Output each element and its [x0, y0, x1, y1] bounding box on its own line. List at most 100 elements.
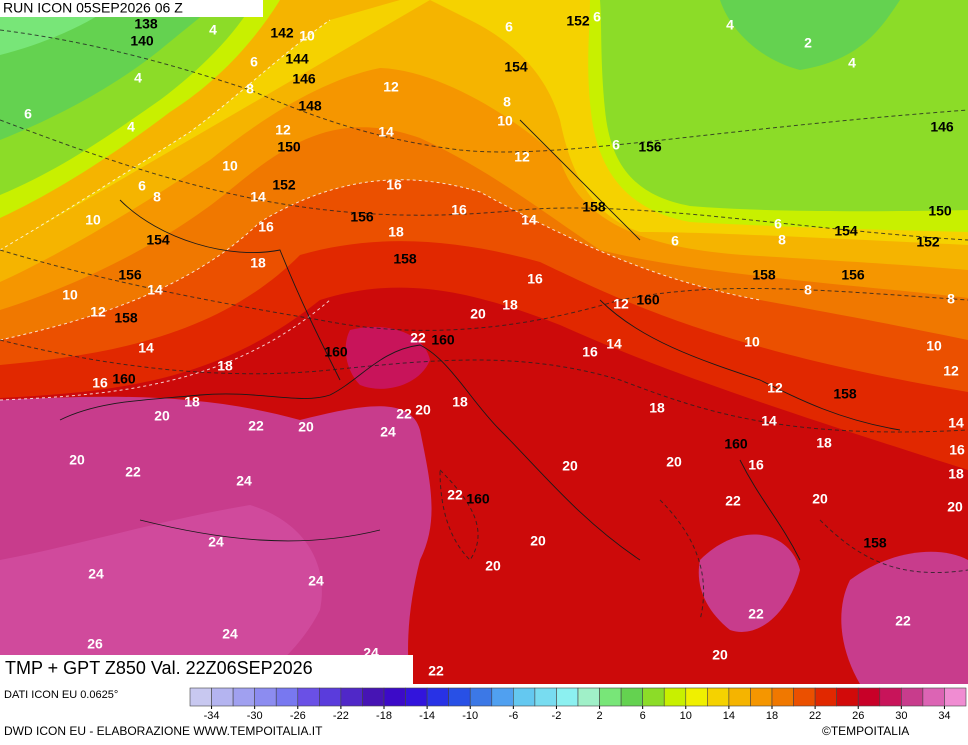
temperature-label: 10: [299, 28, 315, 44]
temperature-label: 10: [85, 212, 101, 228]
temperature-label: 24: [222, 626, 238, 642]
colorbar-tick-label: -2: [552, 710, 562, 722]
map-title: TMP + GPT Z850 Val. 22Z06SEP2026: [5, 658, 313, 678]
temperature-label: 18: [250, 255, 266, 271]
temperature-label: 10: [926, 338, 942, 354]
geopotential-label: 152: [916, 234, 940, 250]
colorbar-tick-label: 22: [809, 710, 821, 722]
temperature-label: 6: [138, 178, 146, 194]
temperature-label: 10: [497, 113, 513, 129]
temperature-label: 6: [671, 233, 679, 249]
color-swatch: [793, 687, 816, 707]
geopotential-label: 160: [112, 371, 136, 387]
temperature-label: 22: [410, 330, 426, 346]
temperature-label: 20: [470, 306, 486, 322]
temperature-label: 26: [87, 636, 103, 652]
temperature-label: 18: [184, 394, 200, 410]
temperature-label: 6: [24, 106, 32, 122]
run-box: [0, 0, 263, 17]
color-swatch: [922, 687, 945, 707]
credit-label: DWD ICON EU - ELABORAZIONE WWW.TEMPOITAL…: [4, 724, 323, 738]
geopotential-label: 158: [863, 535, 887, 551]
color-swatch: [405, 687, 428, 707]
geopotential-label: 160: [724, 436, 748, 452]
temperature-label: 20: [154, 408, 170, 424]
temperature-label: 8: [153, 189, 161, 205]
temperature-label: 14: [948, 415, 964, 431]
temperature-label: 10: [222, 158, 238, 174]
colorbar-tick-label: 30: [895, 710, 907, 722]
temperature-label: 18: [452, 394, 468, 410]
geopotential-label: 152: [566, 13, 590, 29]
geopotential-label: 156: [638, 139, 662, 155]
color-swatch: [707, 687, 730, 707]
temperature-label: 16: [527, 271, 543, 287]
temperature-label: 6: [250, 54, 258, 70]
temperature-label: 14: [250, 189, 266, 205]
geopotential-label: 140: [130, 33, 154, 49]
temperature-label: 20: [530, 533, 546, 549]
color-swatch: [534, 687, 557, 707]
temperature-label: 4: [127, 119, 135, 135]
geopotential-line: [0, 249, 968, 331]
field-24-greece: [698, 534, 800, 632]
geopotential-line: [0, 29, 968, 153]
temperature-label: 16: [748, 457, 764, 473]
field-24-east: [841, 551, 968, 684]
temperature-label: 6: [774, 216, 782, 232]
coastline: [59, 119, 901, 561]
color-swatch: [814, 687, 837, 707]
temperature-label: 22: [428, 663, 444, 679]
colorbar-tick-label: -34: [204, 710, 220, 722]
temperature-label: 10: [62, 287, 78, 303]
temperature-label: 12: [943, 363, 959, 379]
temperature-label: 10: [744, 334, 760, 350]
temperature-label: 14: [521, 212, 537, 228]
geopotential-label: 156: [118, 267, 142, 283]
geopotential-label: 160: [636, 292, 660, 308]
temperature-label: 24: [308, 573, 324, 589]
temperature-label: 18: [948, 466, 964, 482]
temperature-label: 16: [451, 202, 467, 218]
temperature-label: 8: [947, 291, 955, 307]
copyright-label: ©TEMPOITALIA: [822, 724, 909, 738]
temperature-label: 18: [649, 400, 665, 416]
geopotential-line: [0, 339, 968, 433]
geopotential-label: 144: [285, 51, 309, 67]
isotherm: [0, 179, 761, 341]
temperature-label: 12: [90, 304, 106, 320]
geopotential-line: [0, 119, 968, 241]
colorbar-tick-label: -14: [419, 710, 435, 722]
temperature-label: 16: [949, 442, 965, 458]
temperature-label: 24: [236, 473, 252, 489]
temperature-label: 24: [88, 566, 104, 582]
temperature-label: 20: [562, 458, 578, 474]
temperature-label: 8: [804, 282, 812, 298]
colorbar-tick-label: 34: [938, 710, 950, 722]
temperature-label: 6: [593, 9, 601, 25]
temperature-label: 4: [209, 22, 217, 38]
temperature-label: 22: [748, 606, 764, 622]
temperature-label: 14: [147, 282, 163, 298]
geopotential-label: 150: [928, 203, 952, 219]
temperature-label: 14: [606, 336, 622, 352]
color-swatch: [771, 687, 794, 707]
colorbar-tick-label: -22: [333, 710, 349, 722]
color-swatch: [319, 687, 342, 707]
temperature-label: 4: [726, 17, 734, 33]
temperature-label: 2: [804, 35, 812, 51]
colorbar: -34 -30 -26 -22 -18 -14 -10 -6 -2 2 6 10 14 18 22 26 30 3…: [189, 687, 967, 722]
temperature-label: 20: [666, 454, 682, 470]
geopotential-label: 158: [114, 310, 138, 326]
geopotential-label: 156: [841, 267, 865, 283]
temperature-label: 14: [138, 340, 154, 356]
color-swatch: [620, 687, 643, 707]
color-swatch: [901, 687, 924, 707]
color-swatch: [297, 687, 320, 707]
geopotential-label: 150: [277, 139, 301, 155]
color-swatch: [513, 687, 536, 707]
color-swatch: [340, 687, 363, 707]
color-swatch: [362, 687, 385, 707]
colorbar-tick-label: -30: [247, 710, 263, 722]
